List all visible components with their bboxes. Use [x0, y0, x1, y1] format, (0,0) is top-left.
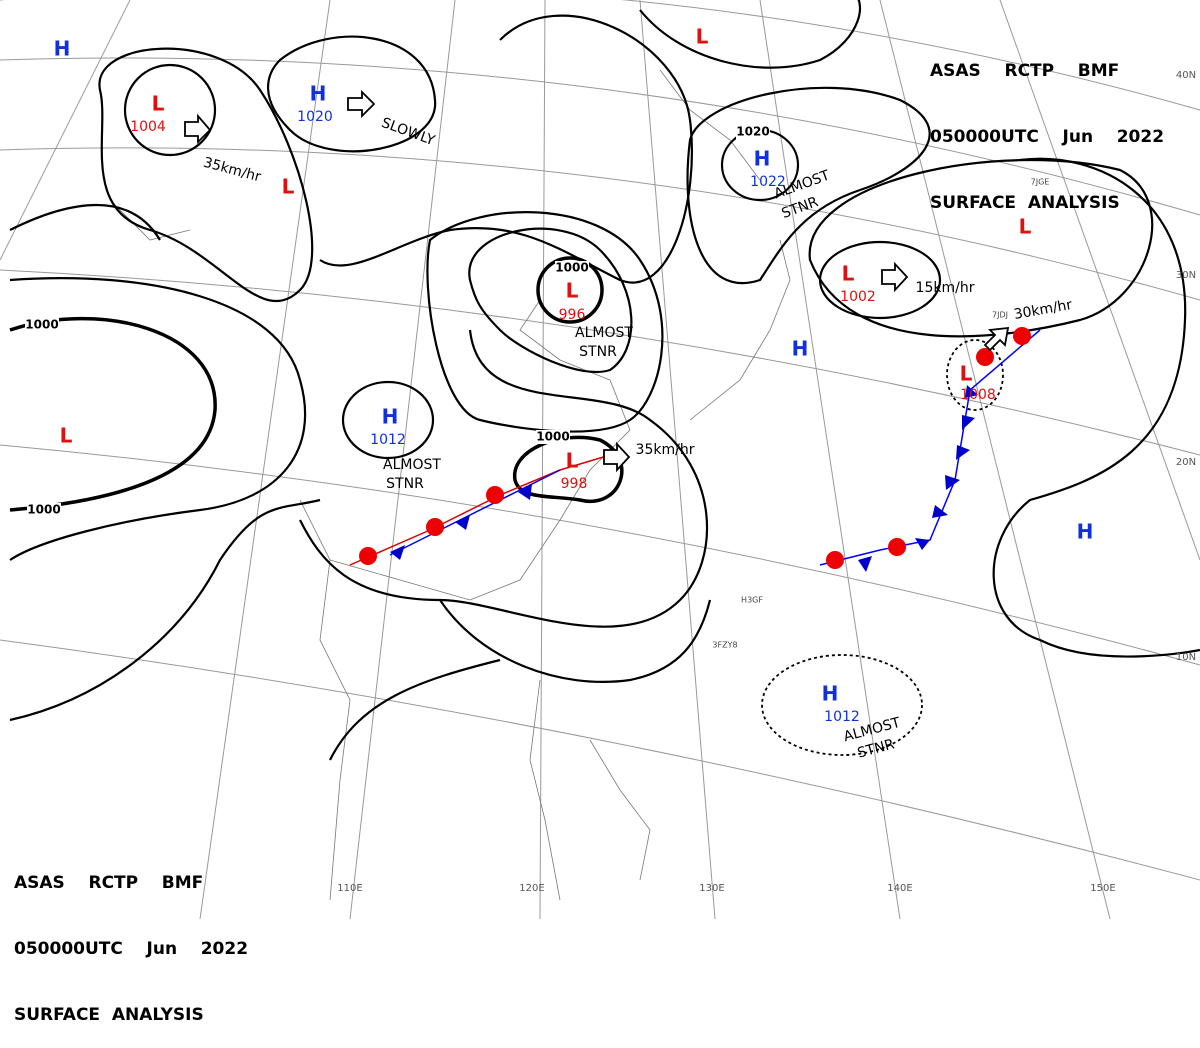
system-letter: H [754, 147, 771, 171]
header-top: ASAS RCTP BMF 050000UTC Jun 2022 SURFACE… [930, 16, 1164, 236]
front-symbol [826, 551, 844, 569]
header-bottom: ASAS RCTP BMF 050000UTC Jun 2022 SURFACE… [14, 828, 248, 1048]
stationary-front [389, 469, 561, 556]
annotation: 35km/hr [201, 155, 262, 186]
annotation: 35km/hr [636, 442, 695, 458]
system-letter: H [310, 82, 327, 106]
arrow [603, 441, 631, 473]
front-symbol [976, 348, 994, 366]
station-id: 3FZY8 [712, 641, 737, 650]
system-letter: H [822, 682, 839, 706]
annotation: SLOWLY [379, 115, 437, 149]
system-letter: L [566, 449, 579, 473]
front-symbol [455, 515, 470, 530]
isobar-label-bg [736, 125, 770, 139]
isobar-label-bg [27, 503, 61, 517]
system-letter: L [152, 92, 165, 116]
station-id: H3GF [741, 596, 763, 605]
front-symbol [956, 445, 970, 460]
system-letter: L [960, 362, 973, 386]
arrow [184, 113, 212, 145]
front-symbol [1013, 327, 1031, 345]
longitude-label: 150E [1090, 883, 1115, 894]
annotation: 30km/hr [1013, 297, 1074, 323]
front-symbol [486, 486, 504, 504]
system-letter: L [282, 175, 295, 199]
longitude-label: 140E [887, 883, 912, 894]
system-letter: L [60, 424, 73, 448]
system-pressure: 996 [559, 307, 586, 323]
latitude-label: 40N [1176, 70, 1196, 81]
isobar-label-bg [536, 430, 570, 444]
system-letter: L [566, 279, 579, 303]
isobar-label: 1000 [27, 503, 60, 517]
longitude-label: 110E [337, 883, 362, 894]
longitude-label: 120E [519, 883, 544, 894]
coastline [109, 69, 791, 901]
header-line: 050000UTC Jun 2022 [930, 127, 1165, 147]
system-pressure: 1020 [297, 109, 333, 125]
system-letter: H [54, 37, 71, 61]
system-pressure: 1004 [130, 119, 166, 135]
cold-front [819, 329, 1041, 566]
annotation: ALMOST [772, 167, 832, 202]
fronts [349, 327, 1041, 572]
arrow [983, 326, 1010, 352]
front-symbol [965, 385, 978, 398]
front-symbol [915, 538, 930, 550]
system-pressure: 1002 [840, 289, 876, 305]
front-symbol [858, 556, 872, 572]
isobar-label-bg [25, 318, 59, 332]
system-pressure: 998 [561, 476, 588, 492]
system-letter: L [696, 25, 709, 49]
header-line: ASAS RCTP BMF [930, 61, 1120, 81]
isobar-label-bg [555, 261, 589, 275]
latitude-label: 20N [1176, 457, 1196, 468]
system-pressure: 1008 [960, 387, 996, 403]
front-symbol [359, 547, 377, 565]
system-pressure: 1022 [750, 174, 786, 190]
isobar-label: 1020 [736, 125, 769, 139]
arrow [881, 261, 909, 293]
system-pressure: 1012 [824, 709, 860, 725]
annotation: STNR [386, 476, 424, 492]
latitude-label: 10N [1176, 652, 1196, 663]
annotation: ALMOST [383, 457, 441, 473]
graticule [0, 0, 1200, 919]
system-letter: L [1019, 215, 1032, 239]
map: HL1004H1020LLH1022L996LL1002HL1008H1012L… [0, 0, 1200, 919]
header-line: SURFACE ANALYSIS [930, 193, 1120, 213]
longitude-label: 130E [699, 883, 724, 894]
system-letter: H [792, 337, 809, 361]
annotation: 15km/hr [916, 280, 975, 296]
isobar-label: 1000 [555, 261, 588, 275]
isobars [9, 0, 1200, 761]
annotation: STNR [579, 344, 617, 360]
header-line: ASAS RCTP BMF [14, 873, 204, 893]
system-letter: L [842, 262, 855, 286]
station-id: 7JDJ [992, 311, 1008, 320]
front-symbol [945, 475, 960, 490]
arrow [347, 89, 376, 119]
page: { "header_top": {"line1": "ASAS RCTP BMF… [0, 0, 1200, 1025]
system-pressure: 1012 [370, 432, 406, 448]
header-line: 050000UTC Jun 2022 [14, 939, 249, 959]
front-symbol [888, 538, 906, 556]
latitude-label: 30N [1176, 270, 1196, 281]
system-letter: H [382, 405, 399, 429]
front-symbol [390, 545, 405, 560]
system-letter: H [1077, 520, 1094, 544]
header-line: SURFACE ANALYSIS [14, 1005, 204, 1025]
front-symbol [426, 518, 444, 536]
annotation: ALMOST [575, 325, 633, 341]
front-symbol [932, 505, 948, 518]
isobar-label: 1000 [25, 318, 58, 332]
station-id: 7JGE [1031, 178, 1050, 187]
isobar-label: 1000 [536, 430, 569, 444]
movement-arrows [184, 89, 1010, 473]
front-symbol [518, 484, 532, 500]
front-symbol [962, 415, 975, 430]
